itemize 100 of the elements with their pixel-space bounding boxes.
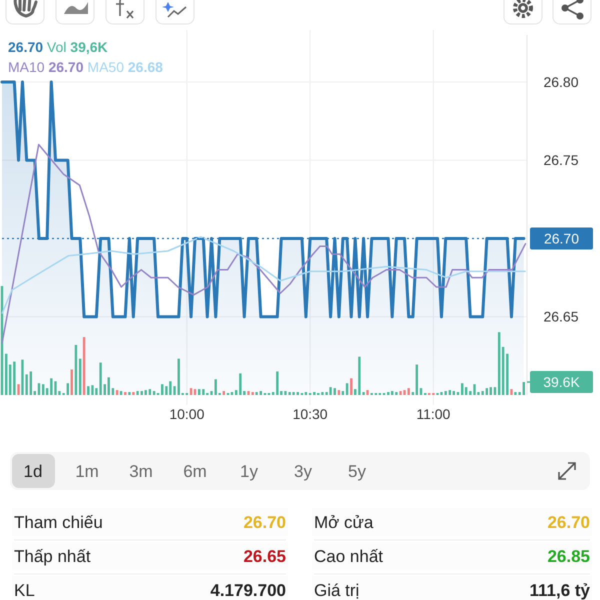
bar <box>95 388 98 395</box>
bar <box>202 389 205 395</box>
bar <box>128 392 131 395</box>
bar <box>358 356 361 395</box>
text: 26.65 <box>243 547 286 566</box>
line-series <box>1 236 527 314</box>
category-label: Cao nhất <box>314 547 384 566</box>
bar <box>239 373 242 395</box>
bar <box>70 369 73 395</box>
x-tick-label: 11:00 <box>416 406 451 422</box>
bar <box>116 390 118 395</box>
ref-line-label: 26.70 <box>544 230 580 246</box>
bar <box>198 389 200 395</box>
bar <box>222 391 226 395</box>
bar <box>140 391 143 395</box>
annotation: 26.70 <box>48 59 84 75</box>
bar <box>13 362 16 395</box>
text: 26.85 <box>547 547 590 566</box>
category-label: 3m <box>129 462 153 481</box>
category-label: 1m <box>75 462 99 481</box>
bar <box>50 378 52 395</box>
bar <box>78 358 82 395</box>
bar <box>255 392 258 395</box>
text: Vol <box>43 39 70 55</box>
y-tick-label: 26.80 <box>543 74 579 90</box>
bar <box>296 392 299 395</box>
bar <box>25 374 28 395</box>
bar <box>99 362 102 395</box>
y-tick-label: 26.75 <box>543 152 579 168</box>
text: 26.70 <box>243 513 286 532</box>
bar <box>346 383 348 395</box>
bar <box>74 344 78 395</box>
bar <box>169 381 172 395</box>
bar <box>313 392 316 395</box>
bar <box>407 388 410 395</box>
bar <box>178 358 180 395</box>
bar <box>260 391 262 395</box>
bar <box>66 383 70 395</box>
bar <box>214 379 217 395</box>
bar <box>362 392 365 395</box>
bar <box>395 392 398 395</box>
text: 111,6 tỷ <box>529 581 590 600</box>
text: MA10 <box>8 59 48 75</box>
bar <box>152 391 156 395</box>
category-label: KL <box>14 581 35 600</box>
bar <box>481 391 484 395</box>
bar <box>522 382 525 395</box>
bar <box>288 392 291 395</box>
bar <box>334 388 336 395</box>
annotation: 26.68 <box>128 59 164 75</box>
text: 26.70 <box>547 513 590 532</box>
bar <box>486 388 488 395</box>
bar <box>387 392 390 395</box>
bar <box>161 384 164 395</box>
annotation: 39,6K <box>70 39 108 55</box>
bar <box>30 371 32 395</box>
y-tick-label: 26.65 <box>543 308 579 325</box>
bar <box>329 387 332 395</box>
category-label: 1d <box>24 462 42 481</box>
bar <box>292 392 295 395</box>
bar <box>276 371 279 395</box>
bar <box>304 392 308 395</box>
bar <box>490 387 492 395</box>
category-label: Thấp nhất <box>14 547 91 566</box>
bar <box>136 391 139 395</box>
x-tick-label: 10:00 <box>169 406 205 422</box>
category-label: 6m <box>183 462 207 481</box>
bar <box>108 377 110 395</box>
bar <box>399 391 402 395</box>
bar <box>464 387 468 395</box>
bar <box>82 337 86 395</box>
category-label: 5y <box>348 462 366 481</box>
text: MA50 <box>84 59 128 75</box>
bar <box>4 354 8 395</box>
bar <box>444 391 447 395</box>
bar <box>87 386 90 395</box>
line-series <box>1 144 527 344</box>
category-label: Giá trị <box>314 581 360 600</box>
category-label: Tham chiếu <box>14 513 103 532</box>
bar <box>469 391 472 395</box>
bar <box>452 391 455 395</box>
bar <box>251 392 254 395</box>
bar <box>448 390 452 395</box>
bar <box>390 391 394 395</box>
bar <box>144 390 147 395</box>
bar <box>338 390 340 395</box>
bar <box>350 378 352 395</box>
category-label: 1y <box>240 462 258 481</box>
bar <box>124 392 126 395</box>
bar <box>498 332 500 395</box>
y2-tick-label: 39.6K <box>543 374 580 390</box>
bar <box>42 384 44 395</box>
category-label: Mở cửa <box>314 513 374 532</box>
bar <box>342 391 344 395</box>
bar <box>460 383 464 395</box>
bar <box>132 392 135 395</box>
bar <box>321 392 324 395</box>
text: 4.179.700 <box>210 581 286 600</box>
x-tick-label: 10:30 <box>292 406 328 422</box>
bar <box>148 389 152 395</box>
